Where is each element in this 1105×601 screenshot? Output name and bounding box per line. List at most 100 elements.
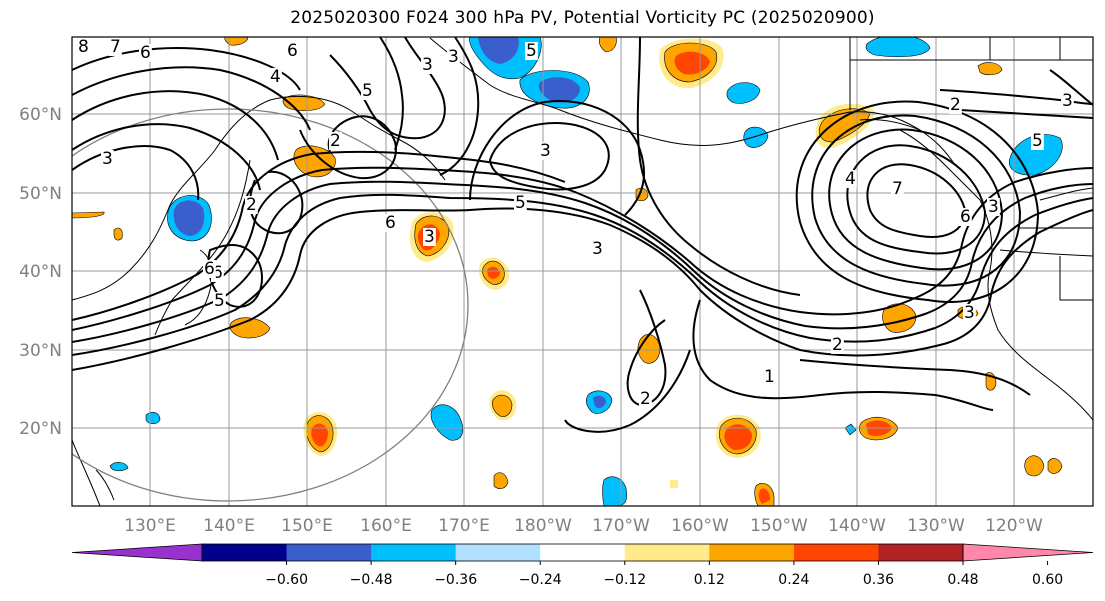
contour-label: 4 (845, 169, 856, 189)
contour-label: 8 (78, 37, 89, 57)
map-frame (71, 36, 1094, 507)
colorbar-frame (201, 543, 964, 562)
colorbar: −0.60 −0.48 −0.36 −0.24 −0.12 0.12 0.24 0.36 0.4… (71, 543, 1094, 588)
lon-axis: 130°E 140°E 150°E 160°E 170°E 180°W 170°… (124, 516, 1043, 536)
contour-label-halo (963, 304, 976, 322)
contour-label: 2 (330, 131, 341, 151)
contour-label-halo (639, 390, 652, 408)
contour-label-halo (844, 170, 857, 188)
contour-label: 3 (422, 55, 433, 75)
contour-label-halo (591, 240, 604, 258)
colorbar-swatch (793, 544, 879, 561)
lon-tick-label: 160°E (360, 516, 412, 536)
lon-tick-label: 180°W (514, 516, 572, 536)
contour-label: 7 (892, 179, 903, 199)
colorbar-tick-label: −0.36 (434, 572, 477, 588)
contour-label-halo (139, 44, 152, 62)
lon-tick-label: 130°W (907, 516, 965, 536)
contour-label: 2 (832, 335, 843, 355)
contour-label-halo (514, 194, 527, 212)
contour-label-halo (203, 260, 216, 278)
lat-tick-label: 30°N (19, 341, 62, 361)
contour-label: 6 (960, 207, 971, 227)
contour-label: 3 (964, 303, 975, 323)
lon-tick-label: 140°E (203, 516, 255, 536)
contour-label: 6 (385, 213, 396, 233)
colorbar-tick-label: 0.60 (1032, 572, 1063, 588)
contour-label: 5 (1032, 131, 1043, 151)
contour-label: 5 (515, 193, 526, 213)
lat-axis: 60°N 50°N 40°N 30°N 20°N (19, 105, 62, 439)
colorbar-swatch (286, 544, 372, 561)
contour-label-halo (447, 48, 460, 66)
contour-label: 3 (592, 239, 603, 259)
colorbar-swatch (202, 544, 288, 561)
contour-label: 1 (764, 367, 775, 387)
contour-label-halo (831, 336, 844, 354)
contour-label: 6 (287, 41, 298, 61)
lon-tick-label: 170°W (592, 516, 650, 536)
contour-label: 3 (102, 149, 113, 169)
contour-label-halo (286, 42, 299, 60)
contour-label-halo (213, 292, 226, 310)
lon-tick-label: 150°E (281, 516, 333, 536)
contour-label: 2 (950, 95, 961, 115)
colorbar-tick-label: 0.12 (694, 572, 725, 588)
contour-label: 5 (526, 41, 537, 61)
contour-label: 5 (362, 81, 373, 101)
colorbar-swatch (878, 544, 964, 561)
colorbar-tick-label: −0.48 (350, 572, 393, 588)
colorbar-tick-label: −0.24 (519, 572, 562, 588)
colorbar-extend-low (71, 543, 203, 562)
range-circle (72, 108, 469, 502)
colorbar-swatch (455, 544, 541, 561)
contour-label-group: 8 7 6 6 4 3 5 5 3 2 3 3 3 6 2 5 5 6 3 6 … (77, 37, 1074, 409)
contour-label-halo (987, 198, 1000, 216)
colorbar-extend-high (962, 543, 1094, 562)
contour-label-halo (269, 68, 282, 86)
contour-label-halo (949, 96, 962, 114)
colorbar-tick-label: 0.48 (947, 572, 978, 588)
contour-label: 6 (212, 263, 223, 283)
contour-label: 2 (640, 389, 651, 409)
contour-label-halo (329, 132, 342, 150)
lat-tick-label: 50°N (19, 184, 62, 204)
lat-tick-label: 40°N (19, 262, 62, 282)
contour-label-halo (763, 368, 776, 386)
contour-label-halo (1031, 132, 1044, 150)
contour-label-halo (101, 150, 114, 168)
contour-label-halo (423, 228, 436, 246)
contour-label-halo (959, 208, 972, 226)
contour-label-halo (539, 142, 552, 160)
contour-label-halo (361, 82, 374, 100)
contour-label-halo (421, 56, 434, 74)
contour-label: 6 (140, 43, 151, 63)
contour-label-halo (891, 180, 904, 198)
graticule (72, 37, 1093, 506)
lon-tick-label: 120°W (985, 516, 1043, 536)
contour-label-halo (384, 214, 397, 232)
lon-tick-label: 160°W (671, 516, 729, 536)
contour-label: 6 (204, 259, 215, 279)
lon-tick-label: 140°W (828, 516, 886, 536)
colorbar-swatch (371, 544, 457, 561)
lon-tick-label: 170°E (438, 516, 490, 536)
contour-label-halo (525, 42, 538, 60)
contour-label: 3 (1062, 91, 1073, 111)
contour-label-halo (1061, 92, 1074, 110)
contour-label: 7 (110, 37, 121, 57)
colorbar-swatch (624, 544, 710, 561)
colorbar-tick-label: 0.24 (778, 572, 809, 588)
contour-label: 3 (988, 197, 999, 217)
lat-tick-label: 60°N (19, 105, 62, 125)
contour-label-halo (245, 196, 258, 214)
contour-label: 5 (214, 291, 225, 311)
colorbar-swatch (709, 544, 795, 561)
contour-label: 4 (270, 67, 281, 87)
lon-tick-label: 150°W (750, 516, 808, 536)
map-title: 2025020300 F024 300 hPa PV, Potential Vo… (290, 8, 875, 28)
colorbar-swatch (540, 544, 626, 561)
contour-label: 3 (424, 227, 435, 247)
contour-label: 3 (540, 141, 551, 161)
